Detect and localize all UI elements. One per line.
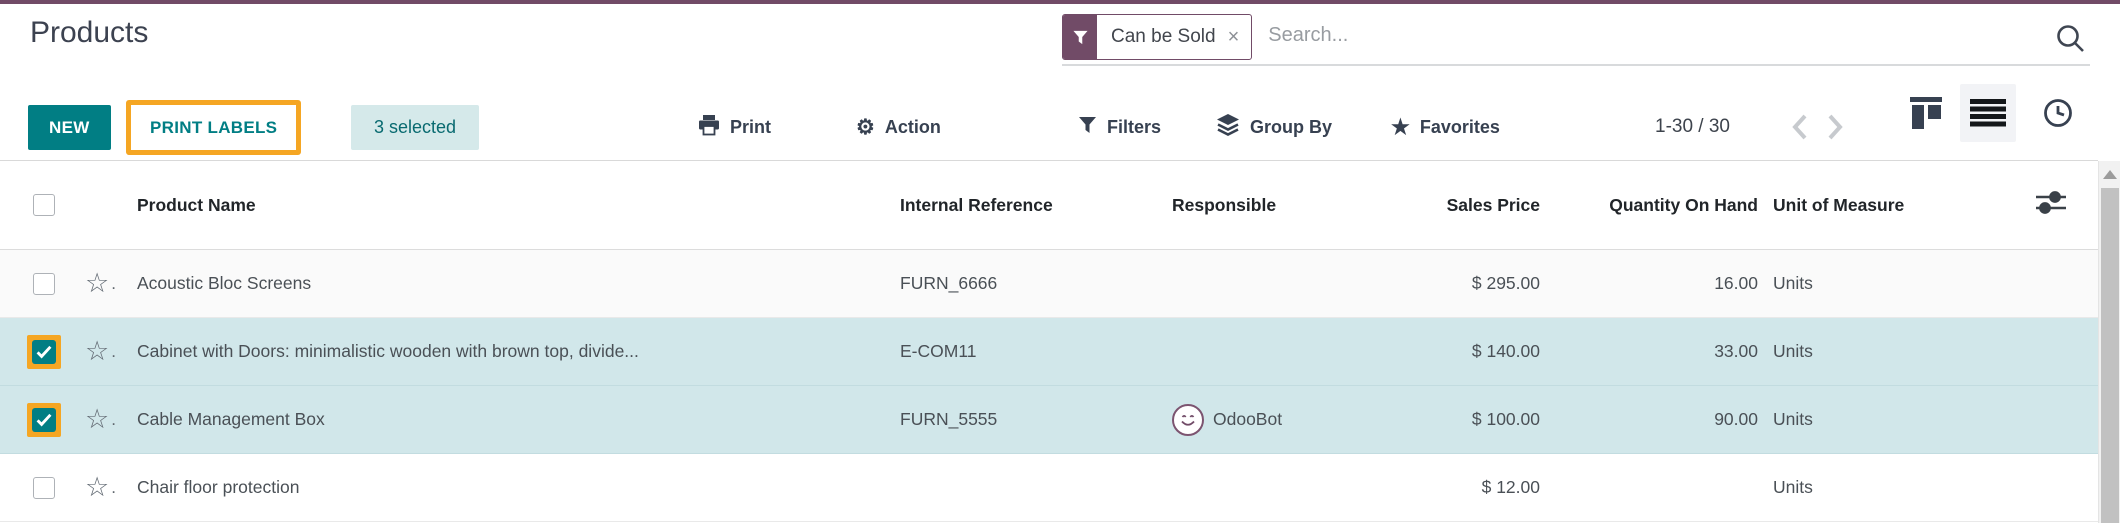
checkbox-highlight	[27, 334, 61, 369]
table-header-row: Product Name Internal Reference Responsi…	[0, 161, 2098, 250]
favorite-star-icon: ☆	[85, 336, 110, 366]
top-accent-bar	[0, 0, 2120, 4]
favorite-toggle[interactable]: ☆ .	[85, 472, 116, 502]
column-header-responsible[interactable]: Responsible	[1172, 194, 1277, 215]
table-row[interactable]: ☆ . Cable Management Box FURN_5555 OdooB…	[0, 386, 2098, 454]
group-by-label: Group By	[1250, 116, 1333, 137]
adjust-columns-icon[interactable]	[2036, 189, 2066, 221]
favorites-label: Favorites	[1419, 116, 1500, 137]
search-input[interactable]	[1252, 14, 2090, 47]
unit-of-measure: Units	[1773, 409, 1813, 429]
sales-price: $ 100.00	[1471, 409, 1540, 429]
responsible-avatar	[1172, 403, 1204, 436]
responsible-name: OdooBot	[1213, 409, 1283, 429]
kanban-view-button[interactable]	[1898, 84, 1954, 142]
scroll-up-icon[interactable]	[2103, 170, 2117, 179]
print-menu-label: Print	[730, 116, 772, 137]
pager-next-button[interactable]	[1820, 110, 1850, 144]
products-table: Product Name Internal Reference Responsi…	[0, 160, 2098, 522]
pager-range: 1-30 / 30	[1655, 116, 1730, 137]
sales-price: $ 12.00	[1481, 477, 1540, 497]
product-name: Chair floor protection	[137, 477, 300, 497]
table-row[interactable]: ☆ . Acoustic Bloc Screens FURN_6666 $ 29…	[0, 250, 2098, 318]
unit-of-measure: Units	[1773, 477, 1813, 497]
print-labels-button[interactable]: PRINT LABELS	[126, 100, 302, 155]
gear-icon: ⚙	[856, 115, 875, 139]
favorite-star-icon: ☆	[85, 472, 110, 502]
column-header-sales-price[interactable]: Sales Price	[1446, 194, 1540, 215]
product-name: Cable Management Box	[137, 409, 325, 429]
quantity-on-hand: 33.00	[1714, 341, 1758, 361]
scrollbar-thumb[interactable]	[2101, 188, 2119, 523]
table-row[interactable]: ☆ . Cabinet with Doors: minimalistic woo…	[0, 318, 2098, 386]
search-bar: Can be Sold ×	[1062, 14, 2090, 66]
checkbox-highlight	[27, 402, 61, 437]
select-all-checkbox[interactable]	[33, 194, 55, 216]
quantity-on-hand: 16.00	[1714, 273, 1758, 293]
new-button[interactable]: NEW	[28, 105, 111, 150]
favorites-star-icon: ★	[1391, 115, 1410, 139]
favorite-toggle[interactable]: ☆ .	[85, 336, 116, 366]
activity-view-button[interactable]	[2030, 84, 2086, 142]
action-menu-label: Action	[884, 116, 941, 137]
printer-icon	[698, 114, 720, 141]
table-row[interactable]: ☆ . Chair floor protection $ 12.00 Units	[0, 454, 2098, 522]
facet-label: Can be Sold	[1111, 26, 1216, 47]
favorite-star-icon: ☆	[85, 404, 110, 434]
unit-of-measure: Units	[1773, 273, 1813, 293]
favorite-star-icon: ☆	[85, 268, 110, 298]
search-facet-can-be-sold[interactable]: Can be Sold ×	[1062, 14, 1253, 60]
sales-price: $ 140.00	[1471, 341, 1540, 361]
pager-previous-button[interactable]	[1785, 110, 1815, 144]
layers-icon	[1216, 113, 1240, 141]
print-menu-button[interactable]: Print	[698, 104, 771, 150]
vertical-scrollbar[interactable]	[2098, 161, 2120, 523]
internal-reference: E-COM11	[900, 341, 977, 361]
filters-label: Filters	[1107, 116, 1162, 137]
search-icon[interactable]	[2054, 22, 2088, 61]
quantity-on-hand: 90.00	[1714, 409, 1758, 429]
responsible-cell: OdooBot	[1172, 403, 1395, 436]
column-header-internal-reference[interactable]: Internal Reference	[900, 194, 1053, 215]
row-checkbox[interactable]	[32, 407, 56, 432]
product-name: Acoustic Bloc Screens	[137, 273, 312, 293]
column-header-quantity-on-hand[interactable]: Quantity On Hand	[1609, 194, 1758, 215]
favorite-toggle[interactable]: ☆ .	[85, 268, 116, 298]
page-title: Products	[30, 16, 149, 49]
favorites-button[interactable]: ★ Favorites	[1391, 104, 1500, 150]
action-menu-button[interactable]: ⚙ Action	[856, 104, 941, 150]
column-header-unit-of-measure[interactable]: Unit of Measure	[1773, 194, 1905, 215]
selected-count-badge: 3 selected	[351, 105, 480, 150]
filter-funnel-icon	[1078, 116, 1097, 139]
row-checkbox[interactable]	[32, 339, 56, 364]
unit-of-measure: Units	[1773, 341, 1813, 361]
sales-price: $ 295.00	[1471, 273, 1540, 293]
row-checkbox[interactable]	[33, 272, 55, 295]
facet-remove-icon[interactable]: ×	[1227, 25, 1240, 48]
product-name: Cabinet with Doors: minimalistic wooden …	[137, 341, 639, 361]
column-header-product-name[interactable]: Product Name	[137, 194, 256, 215]
filters-button[interactable]: Filters	[1078, 104, 1161, 150]
internal-reference: FURN_5555	[900, 409, 998, 429]
internal-reference: FURN_6666	[900, 273, 998, 293]
facet-filter-icon	[1063, 15, 1097, 59]
favorite-toggle[interactable]: ☆ .	[85, 404, 116, 434]
row-checkbox[interactable]	[33, 476, 55, 499]
list-view-button[interactable]	[1960, 84, 2016, 142]
group-by-button[interactable]: Group By	[1216, 104, 1332, 150]
